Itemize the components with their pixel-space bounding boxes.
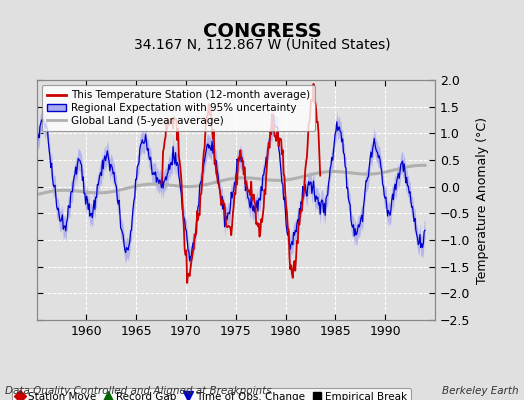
Text: CONGRESS: CONGRESS [203, 22, 321, 41]
Text: Data Quality Controlled and Aligned at Breakpoints: Data Quality Controlled and Aligned at B… [5, 386, 272, 396]
Y-axis label: Temperature Anomaly (°C): Temperature Anomaly (°C) [476, 116, 489, 284]
Legend: Station Move, Record Gap, Time of Obs. Change, Empirical Break: Station Move, Record Gap, Time of Obs. C… [13, 388, 411, 400]
Text: 34.167 N, 112.867 W (United States): 34.167 N, 112.867 W (United States) [134, 38, 390, 52]
Text: Berkeley Earth: Berkeley Earth [442, 386, 519, 396]
